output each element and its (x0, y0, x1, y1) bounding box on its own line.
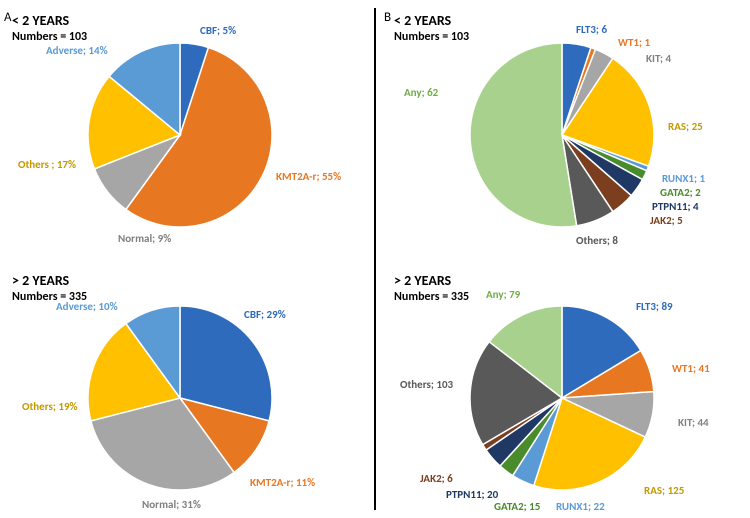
pie-slice (486, 398, 562, 466)
slice-label: WT1; 1 (618, 36, 650, 49)
chart-subtitle: Numbers = 103 (12, 30, 87, 44)
chart-title: > 2 YEARS (12, 272, 69, 289)
pie-slice (562, 135, 649, 171)
slice-label: RAS; 25 (668, 120, 703, 133)
slice-label: Normal; 31% (142, 498, 201, 511)
slice-label: Others ; 17% (18, 158, 76, 171)
pie-slice (562, 135, 647, 180)
panel-b-label: B (384, 10, 391, 25)
slice-label: GATA2; 15 (494, 500, 540, 513)
slice-label: Others; 103 (400, 378, 453, 391)
pie-slice (562, 306, 641, 398)
chart-subtitle: Numbers = 103 (394, 30, 469, 44)
pie-slice (470, 342, 562, 445)
pie-slice (126, 306, 180, 398)
slice-label: CBF; 29% (244, 308, 286, 321)
pie-slice (562, 135, 631, 212)
pie-slice (562, 43, 591, 135)
pie-slice (562, 135, 613, 226)
panel-a-label: A (4, 10, 12, 25)
pie-slice (483, 398, 562, 450)
pie-slice (180, 43, 208, 135)
figure-root: A B < 2 YEARSNumbers = 103CBF; 5%KMT2A-r… (0, 0, 750, 518)
pie-slice (562, 58, 654, 166)
slice-label: FLT3; 6 (576, 23, 607, 36)
pie-slice (94, 135, 180, 209)
pie-slice (489, 306, 562, 398)
slice-label: Others; 19% (22, 400, 78, 413)
slice-label: Any; 62 (404, 86, 438, 99)
pie-slice (562, 49, 613, 135)
slice-label: GATA2; 2 (660, 186, 701, 199)
chart-title: < 2 YEARS (394, 12, 451, 29)
slice-label: Adverse; 14% (46, 44, 108, 57)
slice-label: FLT3; 89 (636, 300, 673, 313)
chart-title: > 2 YEARS (394, 272, 451, 289)
pie-slice (88, 324, 180, 421)
slice-label: KIT; 44 (678, 416, 709, 429)
pie-slice (470, 43, 577, 227)
slice-label: KMT2A-r; 55% (276, 170, 341, 183)
slice-label: RUNX1; 1 (662, 172, 705, 185)
slice-label: Normal; 9% (118, 232, 171, 245)
pie-slice (88, 76, 180, 169)
pie-slice (180, 398, 269, 472)
pie-slice (534, 398, 646, 490)
pie-slice (513, 398, 562, 486)
slice-label: JAK2; 5 (650, 214, 683, 227)
slice-label: PTPN11; 4 (652, 200, 699, 213)
pie-slice (91, 398, 234, 490)
pie-slice (562, 350, 654, 398)
panel-divider (374, 8, 376, 510)
pie-slice (109, 43, 180, 135)
chart-subtitle: Numbers = 335 (394, 290, 469, 304)
slice-label: PTPN11; 20 (446, 488, 498, 501)
slice-label: RUNX1; 22 (556, 500, 605, 513)
slice-label: JAK2; 6 (420, 472, 453, 485)
pie-slice (562, 392, 654, 437)
slice-label: KMT2A-r; 11% (250, 476, 315, 489)
pie-slice (562, 135, 642, 196)
slice-label: Adverse; 10% (56, 300, 118, 313)
slice-label: Any; 79 (486, 288, 520, 301)
slice-label: KIT; 4 (646, 52, 671, 65)
slice-label: CBF; 5% (200, 24, 236, 37)
slice-label: WT1; 41 (672, 362, 710, 375)
chart-title: < 2 YEARS (12, 12, 69, 29)
slice-label: Others; 8 (576, 234, 618, 247)
pie-slice (126, 48, 272, 227)
pie-slice (500, 398, 562, 476)
pie-slice (180, 306, 272, 421)
pie-slice (562, 48, 596, 135)
slice-label: RAS; 125 (644, 484, 684, 497)
